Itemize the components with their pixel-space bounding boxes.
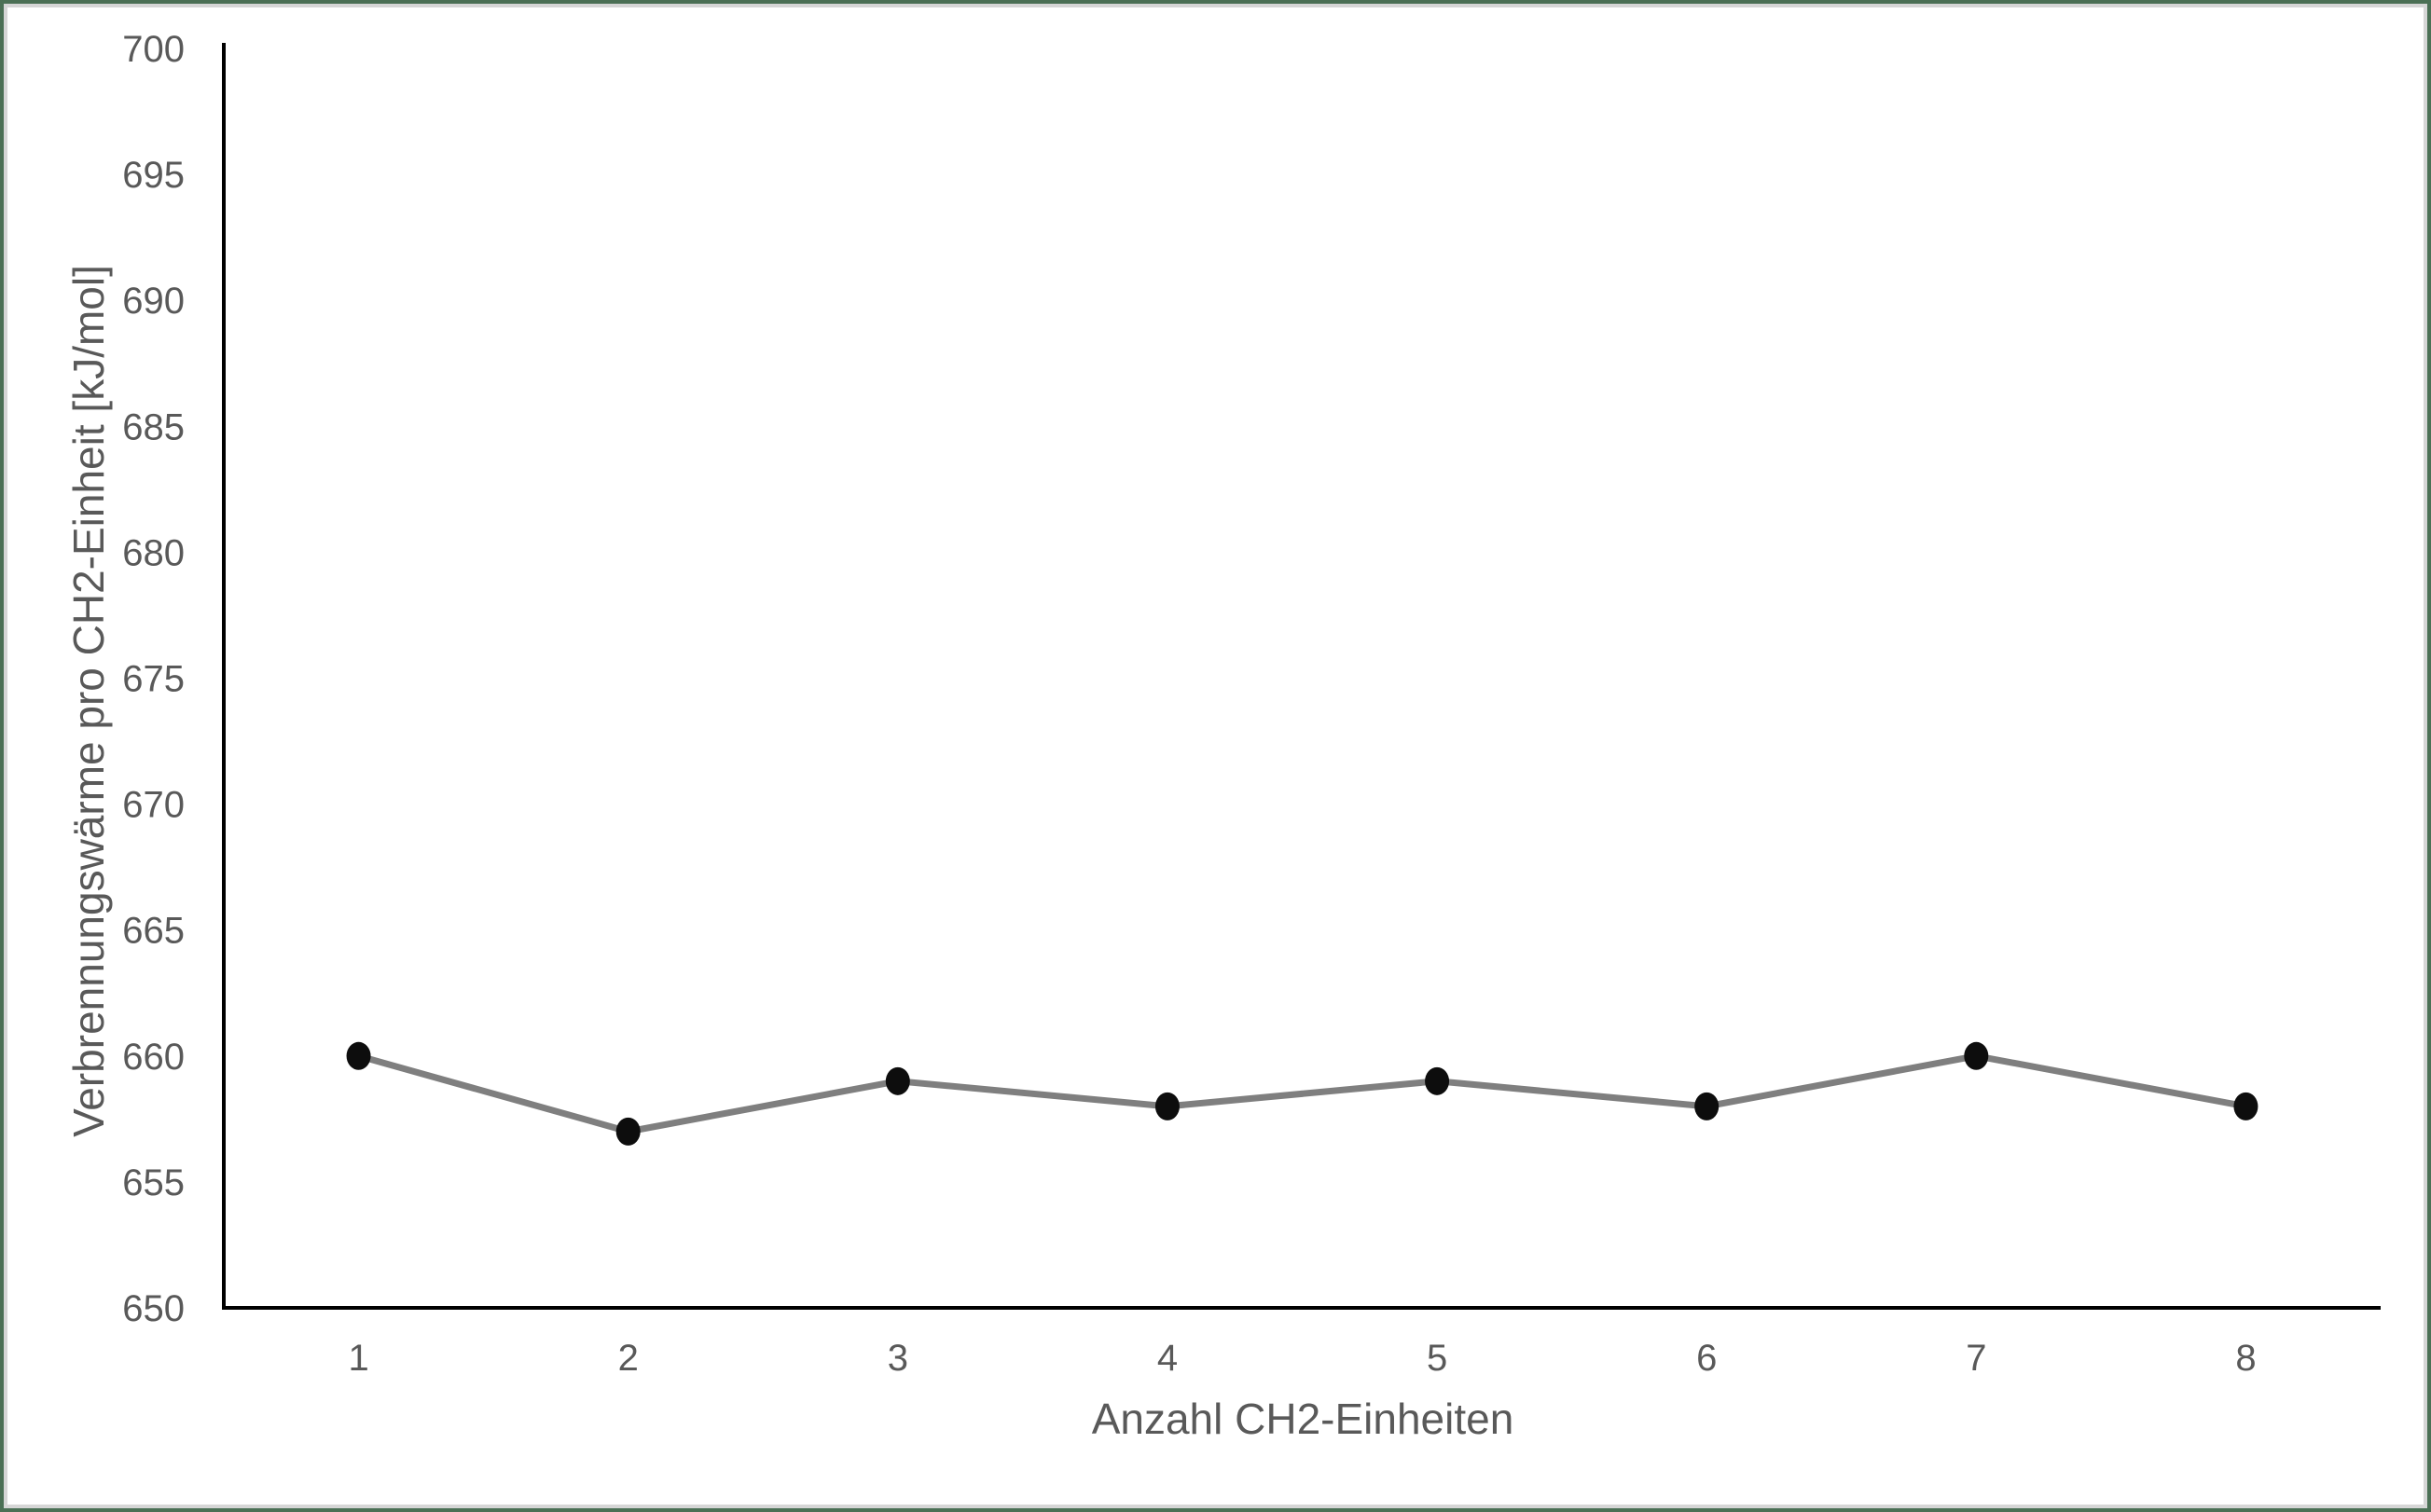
data-point-markers <box>346 1041 2258 1146</box>
x-tick-label: 1 <box>348 1338 368 1379</box>
y-axis-tick-labels: 700 695 690 685 680 675 670 665 660 655 650 <box>122 29 185 1329</box>
x-tick-label: 5 <box>1427 1338 1447 1379</box>
y-tick-label: 685 <box>122 406 185 447</box>
y-tick-label: 660 <box>122 1037 185 1078</box>
y-tick-label: 655 <box>122 1162 185 1203</box>
data-point-marker <box>1964 1041 1989 1070</box>
data-point-marker <box>1425 1066 1450 1095</box>
y-tick-label: 700 <box>122 29 185 70</box>
y-tick-label: 680 <box>122 532 185 573</box>
y-tick-label: 670 <box>122 785 185 826</box>
x-axis-title: Anzahl CH2-Einheiten <box>1092 1395 1514 1443</box>
x-tick-label: 6 <box>1696 1338 1717 1379</box>
y-tick-label: 675 <box>122 659 185 700</box>
x-tick-label: 2 <box>618 1338 639 1379</box>
data-point-marker <box>2233 1092 2258 1120</box>
data-point-marker <box>1154 1092 1180 1120</box>
x-tick-label: 8 <box>2235 1338 2256 1379</box>
data-point-marker <box>885 1066 910 1095</box>
series-line <box>357 1052 2247 1135</box>
data-point-marker <box>1694 1092 1720 1120</box>
y-tick-label: 650 <box>122 1288 185 1329</box>
y-axis-title: Verbrennungswärme pro CH2-Einheit [kJ/mo… <box>64 265 113 1137</box>
y-tick-label: 665 <box>122 911 185 952</box>
data-point-marker <box>615 1117 641 1146</box>
data-point-marker <box>346 1041 371 1070</box>
x-tick-label: 4 <box>1157 1338 1178 1379</box>
y-tick-label: 690 <box>122 281 185 322</box>
y-tick-label: 695 <box>122 155 185 196</box>
x-tick-label: 7 <box>1966 1338 1986 1379</box>
x-axis-tick-labels: 1 2 3 4 5 6 7 8 <box>348 1338 2256 1379</box>
x-tick-label: 3 <box>888 1338 908 1379</box>
